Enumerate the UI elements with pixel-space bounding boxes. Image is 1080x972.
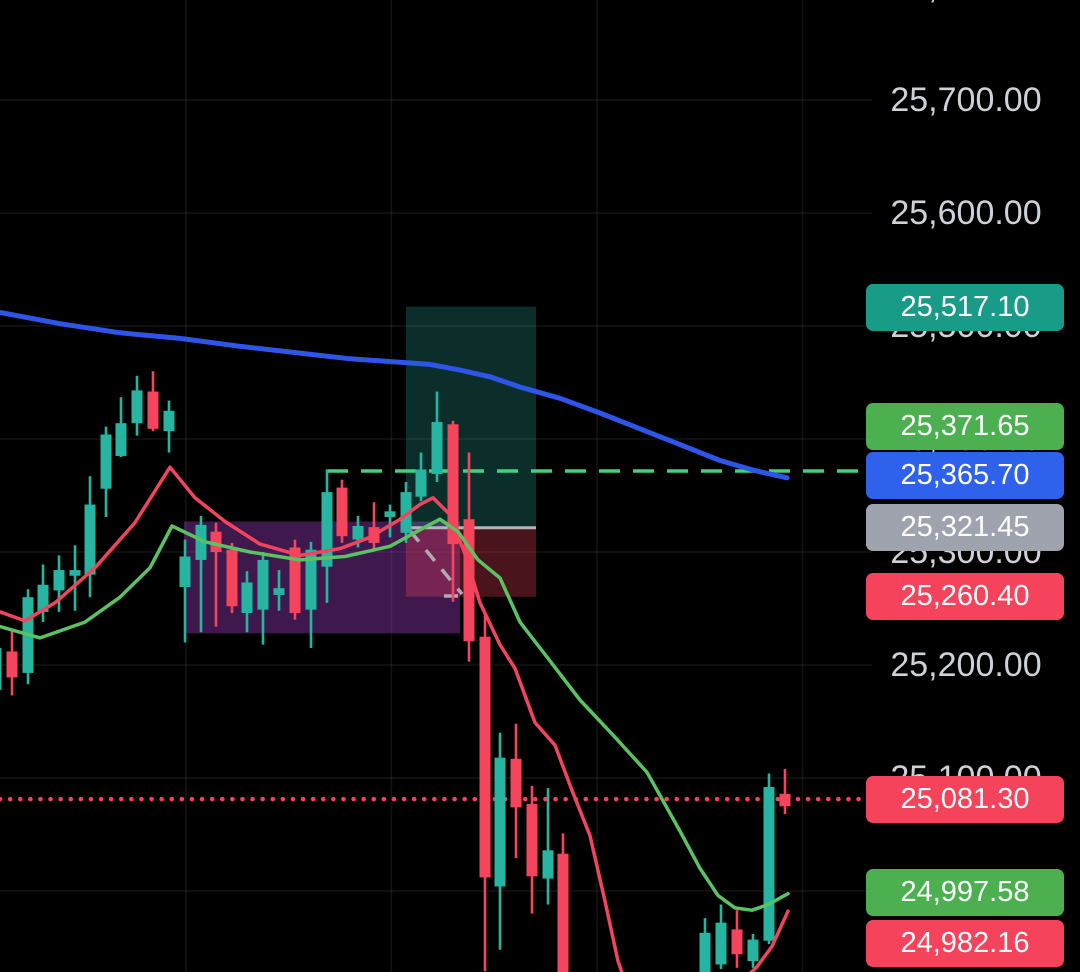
candle-body: [69, 570, 81, 576]
candle-down: [779, 768, 791, 815]
candle-up: [195, 515, 207, 633]
candle-up: [69, 545, 81, 611]
candle-body: [557, 853, 569, 972]
candle-up: [163, 400, 175, 453]
candle-up: [494, 732, 506, 950]
candle-body: [195, 524, 207, 560]
candle-body: [731, 929, 743, 955]
candle-up: [400, 481, 412, 543]
candle-body: [400, 492, 412, 533]
candle-down: [336, 479, 348, 543]
candle-up: [431, 391, 443, 482]
candle-up: [100, 426, 112, 517]
candle-up: [84, 476, 96, 598]
candle-body: [226, 549, 238, 607]
candle-down: [6, 629, 18, 696]
take-profit-price-badge[interactable]: 25,517.10: [866, 283, 1064, 331]
candle-body: [115, 423, 127, 456]
candle-body: [699, 932, 711, 972]
candle-down: [463, 452, 475, 662]
candle-up: [37, 564, 49, 623]
candle-up: [257, 552, 269, 645]
green-ma-line: [0, 517, 790, 912]
candle-up: [321, 469, 333, 603]
blue-ma-line: [0, 309, 790, 481]
candle-down: [210, 522, 222, 627]
candle-body: [273, 588, 285, 595]
candle-up: [747, 933, 759, 968]
candle-body: [447, 424, 459, 545]
candle-up: [131, 375, 143, 436]
candle-body: [747, 939, 759, 962]
candle-body: [84, 504, 96, 575]
green-ma-price-badge[interactable]: 24,997.58: [866, 868, 1064, 916]
entry-price-badge[interactable]: 25,321.45: [866, 503, 1064, 551]
candle-up: [273, 570, 285, 611]
candle-series: [0, 371, 791, 972]
candle-body: [526, 803, 538, 877]
candle-body: [494, 757, 506, 887]
candle-up: [0, 648, 2, 690]
red-ma-line: [0, 465, 790, 972]
candle-up: [53, 555, 65, 612]
candle-down: [226, 542, 238, 614]
candle-body: [163, 410, 175, 432]
stop-loss-price-badge[interactable]: 25,260.40: [866, 572, 1064, 620]
candle-body: [431, 422, 443, 475]
candle-body: [289, 547, 301, 614]
candle-body: [37, 584, 49, 612]
candle-up: [715, 904, 727, 969]
candle-body: [0, 648, 2, 690]
candle-body: [321, 492, 333, 567]
candle-up: [179, 539, 191, 643]
candle-down: [447, 420, 459, 602]
candle-body: [179, 556, 191, 588]
candle-up: [699, 918, 711, 972]
candle-body: [147, 391, 159, 429]
candle-up: [115, 397, 127, 458]
red-ma-price-badge[interactable]: 24,982.16: [866, 919, 1064, 967]
risk-path-dashes: [408, 529, 468, 598]
candle-down: [147, 371, 159, 432]
candle-body: [479, 636, 491, 878]
candle-body: [336, 487, 348, 537]
candle-body: [763, 787, 775, 941]
last-price-price-badge[interactable]: 25,365.70: [866, 451, 1064, 499]
candle-body: [6, 651, 18, 678]
alert-price-badge[interactable]: 25,081.30: [866, 775, 1064, 823]
candle-body: [210, 531, 222, 552]
candle-body: [305, 549, 317, 610]
candle-body: [53, 570, 65, 591]
candle-down: [731, 910, 743, 968]
candle-down: [479, 615, 491, 972]
candle-body: [463, 519, 475, 642]
candle-body: [779, 793, 791, 807]
candle-down: [510, 723, 522, 859]
candle-down: [557, 833, 569, 972]
green-level-price-badge[interactable]: 25,371.65: [866, 402, 1064, 450]
candle-body: [715, 922, 727, 965]
candle-up: [542, 788, 554, 905]
candle-body: [241, 582, 253, 614]
candle-body: [257, 559, 269, 610]
candle-body: [415, 469, 427, 497]
candle-up: [384, 504, 396, 538]
candle-body: [542, 850, 554, 879]
candle-body: [510, 758, 522, 808]
candle-body: [100, 434, 112, 489]
candle-body: [352, 526, 364, 540]
candle-down: [526, 785, 538, 914]
candle-up: [415, 452, 427, 502]
take-profit-box[interactable]: [406, 306, 536, 528]
candle-body: [384, 511, 396, 517]
candle-up: [241, 571, 253, 633]
candle-body: [131, 390, 143, 424]
candle-up: [763, 773, 775, 945]
